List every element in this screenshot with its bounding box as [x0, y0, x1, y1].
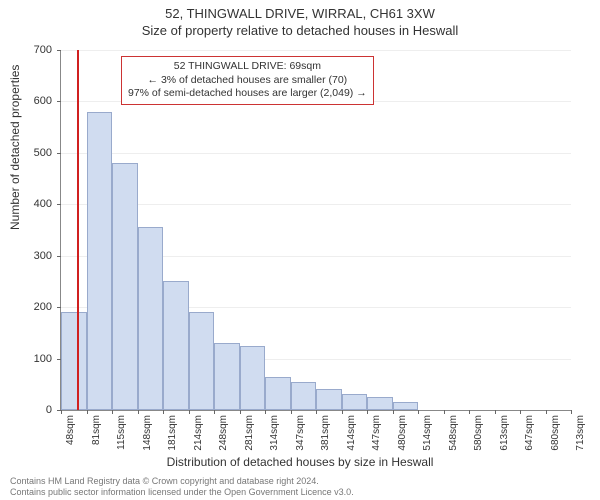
xtick-mark	[571, 410, 572, 414]
footer-line1: Contains HM Land Registry data © Crown c…	[10, 476, 354, 487]
xtick-label: 148sqm	[142, 415, 153, 451]
xtick-label: 81sqm	[91, 415, 102, 445]
histogram-bar	[316, 389, 342, 410]
xtick-label: 115sqm	[116, 415, 127, 450]
xtick-label: 680sqm	[550, 415, 561, 451]
annotation-line: ← 3% of detached houses are smaller (70)	[128, 74, 367, 88]
xtick-mark	[444, 410, 445, 414]
ytick-mark	[57, 307, 61, 308]
xtick-mark	[163, 410, 164, 414]
y-axis-label: Number of detached properties	[8, 65, 22, 230]
gridline	[61, 50, 571, 51]
xtick-mark	[495, 410, 496, 414]
marker-line	[77, 50, 79, 410]
histogram-bar	[87, 112, 113, 410]
histogram-bar	[163, 281, 189, 410]
xtick-mark	[418, 410, 419, 414]
xtick-label: 480sqm	[397, 415, 408, 451]
xtick-label: 414sqm	[346, 415, 357, 451]
xtick-label: 347sqm	[295, 415, 306, 451]
xtick-label: 613sqm	[499, 415, 510, 451]
xtick-mark	[316, 410, 317, 414]
xtick-mark	[291, 410, 292, 414]
ytick-mark	[57, 256, 61, 257]
ytick-mark	[57, 204, 61, 205]
xtick-mark	[393, 410, 394, 414]
xtick-mark	[520, 410, 521, 414]
xtick-label: 314sqm	[269, 415, 280, 451]
page-title: 52, THINGWALL DRIVE, WIRRAL, CH61 3XW	[0, 0, 600, 21]
xtick-mark	[112, 410, 113, 414]
xtick-mark	[546, 410, 547, 414]
xtick-mark	[61, 410, 62, 414]
footer-line2: Contains public sector information licen…	[10, 487, 354, 498]
ytick-label: 0	[22, 404, 52, 416]
xtick-label: 647sqm	[524, 415, 535, 451]
histogram-bar	[291, 382, 317, 410]
annotation-box: 52 THINGWALL DRIVE: 69sqm← 3% of detache…	[121, 56, 374, 105]
ytick-label: 700	[22, 44, 52, 56]
xtick-label: 548sqm	[448, 415, 459, 451]
gridline	[61, 204, 571, 205]
histogram-bar	[214, 343, 240, 410]
plot: 48sqm81sqm115sqm148sqm181sqm214sqm248sqm…	[60, 50, 571, 411]
xtick-mark	[240, 410, 241, 414]
ytick-label: 500	[22, 147, 52, 159]
histogram-bar	[189, 312, 215, 410]
xtick-mark	[469, 410, 470, 414]
x-axis-label: Distribution of detached houses by size …	[0, 455, 600, 469]
annotation-line: 52 THINGWALL DRIVE: 69sqm	[128, 60, 367, 74]
ytick-mark	[57, 101, 61, 102]
ytick-label: 200	[22, 301, 52, 313]
xtick-label: 281sqm	[244, 415, 255, 451]
xtick-label: 514sqm	[422, 415, 433, 451]
xtick-label: 214sqm	[193, 415, 204, 451]
xtick-mark	[189, 410, 190, 414]
histogram-bar	[240, 346, 266, 410]
xtick-mark	[214, 410, 215, 414]
xtick-label: 580sqm	[473, 415, 484, 451]
histogram-bar	[265, 377, 291, 410]
histogram-bar	[367, 397, 393, 410]
xtick-mark	[138, 410, 139, 414]
xtick-mark	[265, 410, 266, 414]
xtick-mark	[87, 410, 88, 414]
histogram-bar	[393, 402, 419, 410]
histogram-bar	[138, 227, 164, 410]
xtick-label: 248sqm	[218, 415, 229, 451]
ytick-label: 100	[22, 353, 52, 365]
ytick-mark	[57, 153, 61, 154]
xtick-label: 713sqm	[575, 415, 586, 451]
ytick-mark	[57, 50, 61, 51]
ytick-label: 600	[22, 95, 52, 107]
xtick-label: 48sqm	[65, 415, 76, 445]
page-subtitle: Size of property relative to detached ho…	[0, 21, 600, 38]
xtick-label: 381sqm	[320, 415, 331, 451]
chart-container: 52, THINGWALL DRIVE, WIRRAL, CH61 3XW Si…	[0, 0, 600, 500]
xtick-mark	[367, 410, 368, 414]
xtick-label: 447sqm	[371, 415, 382, 451]
footer-attribution: Contains HM Land Registry data © Crown c…	[10, 476, 354, 498]
annotation-line: 97% of semi-detached houses are larger (…	[128, 87, 367, 101]
histogram-bar	[61, 312, 87, 410]
xtick-label: 181sqm	[167, 415, 178, 451]
histogram-bar	[342, 394, 368, 410]
ytick-label: 300	[22, 250, 52, 262]
histogram-bar	[112, 163, 138, 410]
plot-area: 48sqm81sqm115sqm148sqm181sqm214sqm248sqm…	[60, 50, 570, 410]
ytick-label: 400	[22, 198, 52, 210]
xtick-mark	[342, 410, 343, 414]
gridline	[61, 153, 571, 154]
